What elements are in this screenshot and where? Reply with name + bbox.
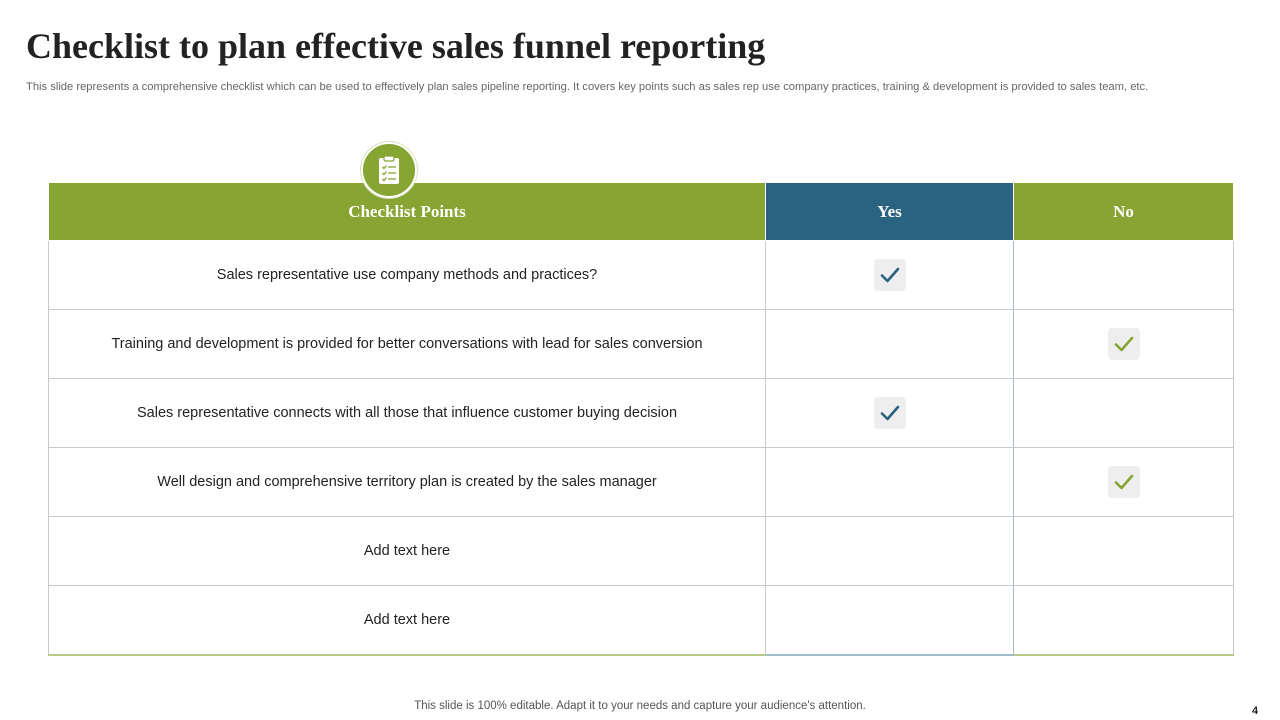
no-cell [1013, 309, 1234, 379]
checklist-point-cell: Add text here [48, 516, 766, 586]
no-cell [1013, 447, 1234, 517]
table-row: Add text here [48, 516, 1234, 586]
checkmark-icon [1107, 466, 1140, 498]
yes-cell [765, 585, 1014, 656]
table-row: Add text here [48, 585, 1234, 656]
header-yes: Yes [765, 182, 1014, 241]
table-body: Sales representative use company methods… [48, 240, 1234, 656]
yes-cell [765, 447, 1014, 517]
no-cell [1013, 516, 1234, 586]
checklist-point-cell: Sales representative connects with all t… [48, 378, 766, 448]
table-header-row: Checklist Points Yes No [48, 182, 1234, 241]
table-row: Well design and comprehensive territory … [48, 447, 1234, 517]
slide-title: Checklist to plan effective sales funnel… [26, 26, 766, 66]
no-cell [1013, 240, 1234, 310]
yes-cell [765, 309, 1014, 379]
yes-cell [765, 240, 1014, 310]
table-row: Sales representative connects with all t… [48, 378, 1234, 448]
yes-cell [765, 378, 1014, 448]
no-cell [1013, 585, 1234, 656]
no-cell [1013, 378, 1234, 448]
header-checklist-points: Checklist Points [48, 182, 766, 241]
checklist-point-cell: Training and development is provided for… [48, 309, 766, 379]
checklist-point-cell: Well design and comprehensive territory … [48, 447, 766, 517]
checkmark-icon [873, 259, 906, 291]
table-row: Sales representative use company methods… [48, 240, 1234, 310]
checkmark-icon [873, 397, 906, 429]
slide-subtitle: This slide represents a comprehensive ch… [26, 81, 1149, 93]
checklist-point-cell: Sales representative use company methods… [48, 240, 766, 310]
checklist-point-cell: Add text here [48, 585, 766, 656]
checkmark-icon [1107, 328, 1140, 360]
clipboard-checklist-icon [379, 155, 399, 184]
checklist-badge [361, 142, 417, 198]
header-no: No [1013, 182, 1234, 241]
table-row: Training and development is provided for… [48, 309, 1234, 379]
footer-note: This slide is 100% editable. Adapt it to… [414, 700, 866, 712]
page-number: 4 [1252, 705, 1259, 717]
checklist-table: Checklist Points Yes No Sales representa… [48, 182, 1234, 656]
yes-cell [765, 516, 1014, 586]
